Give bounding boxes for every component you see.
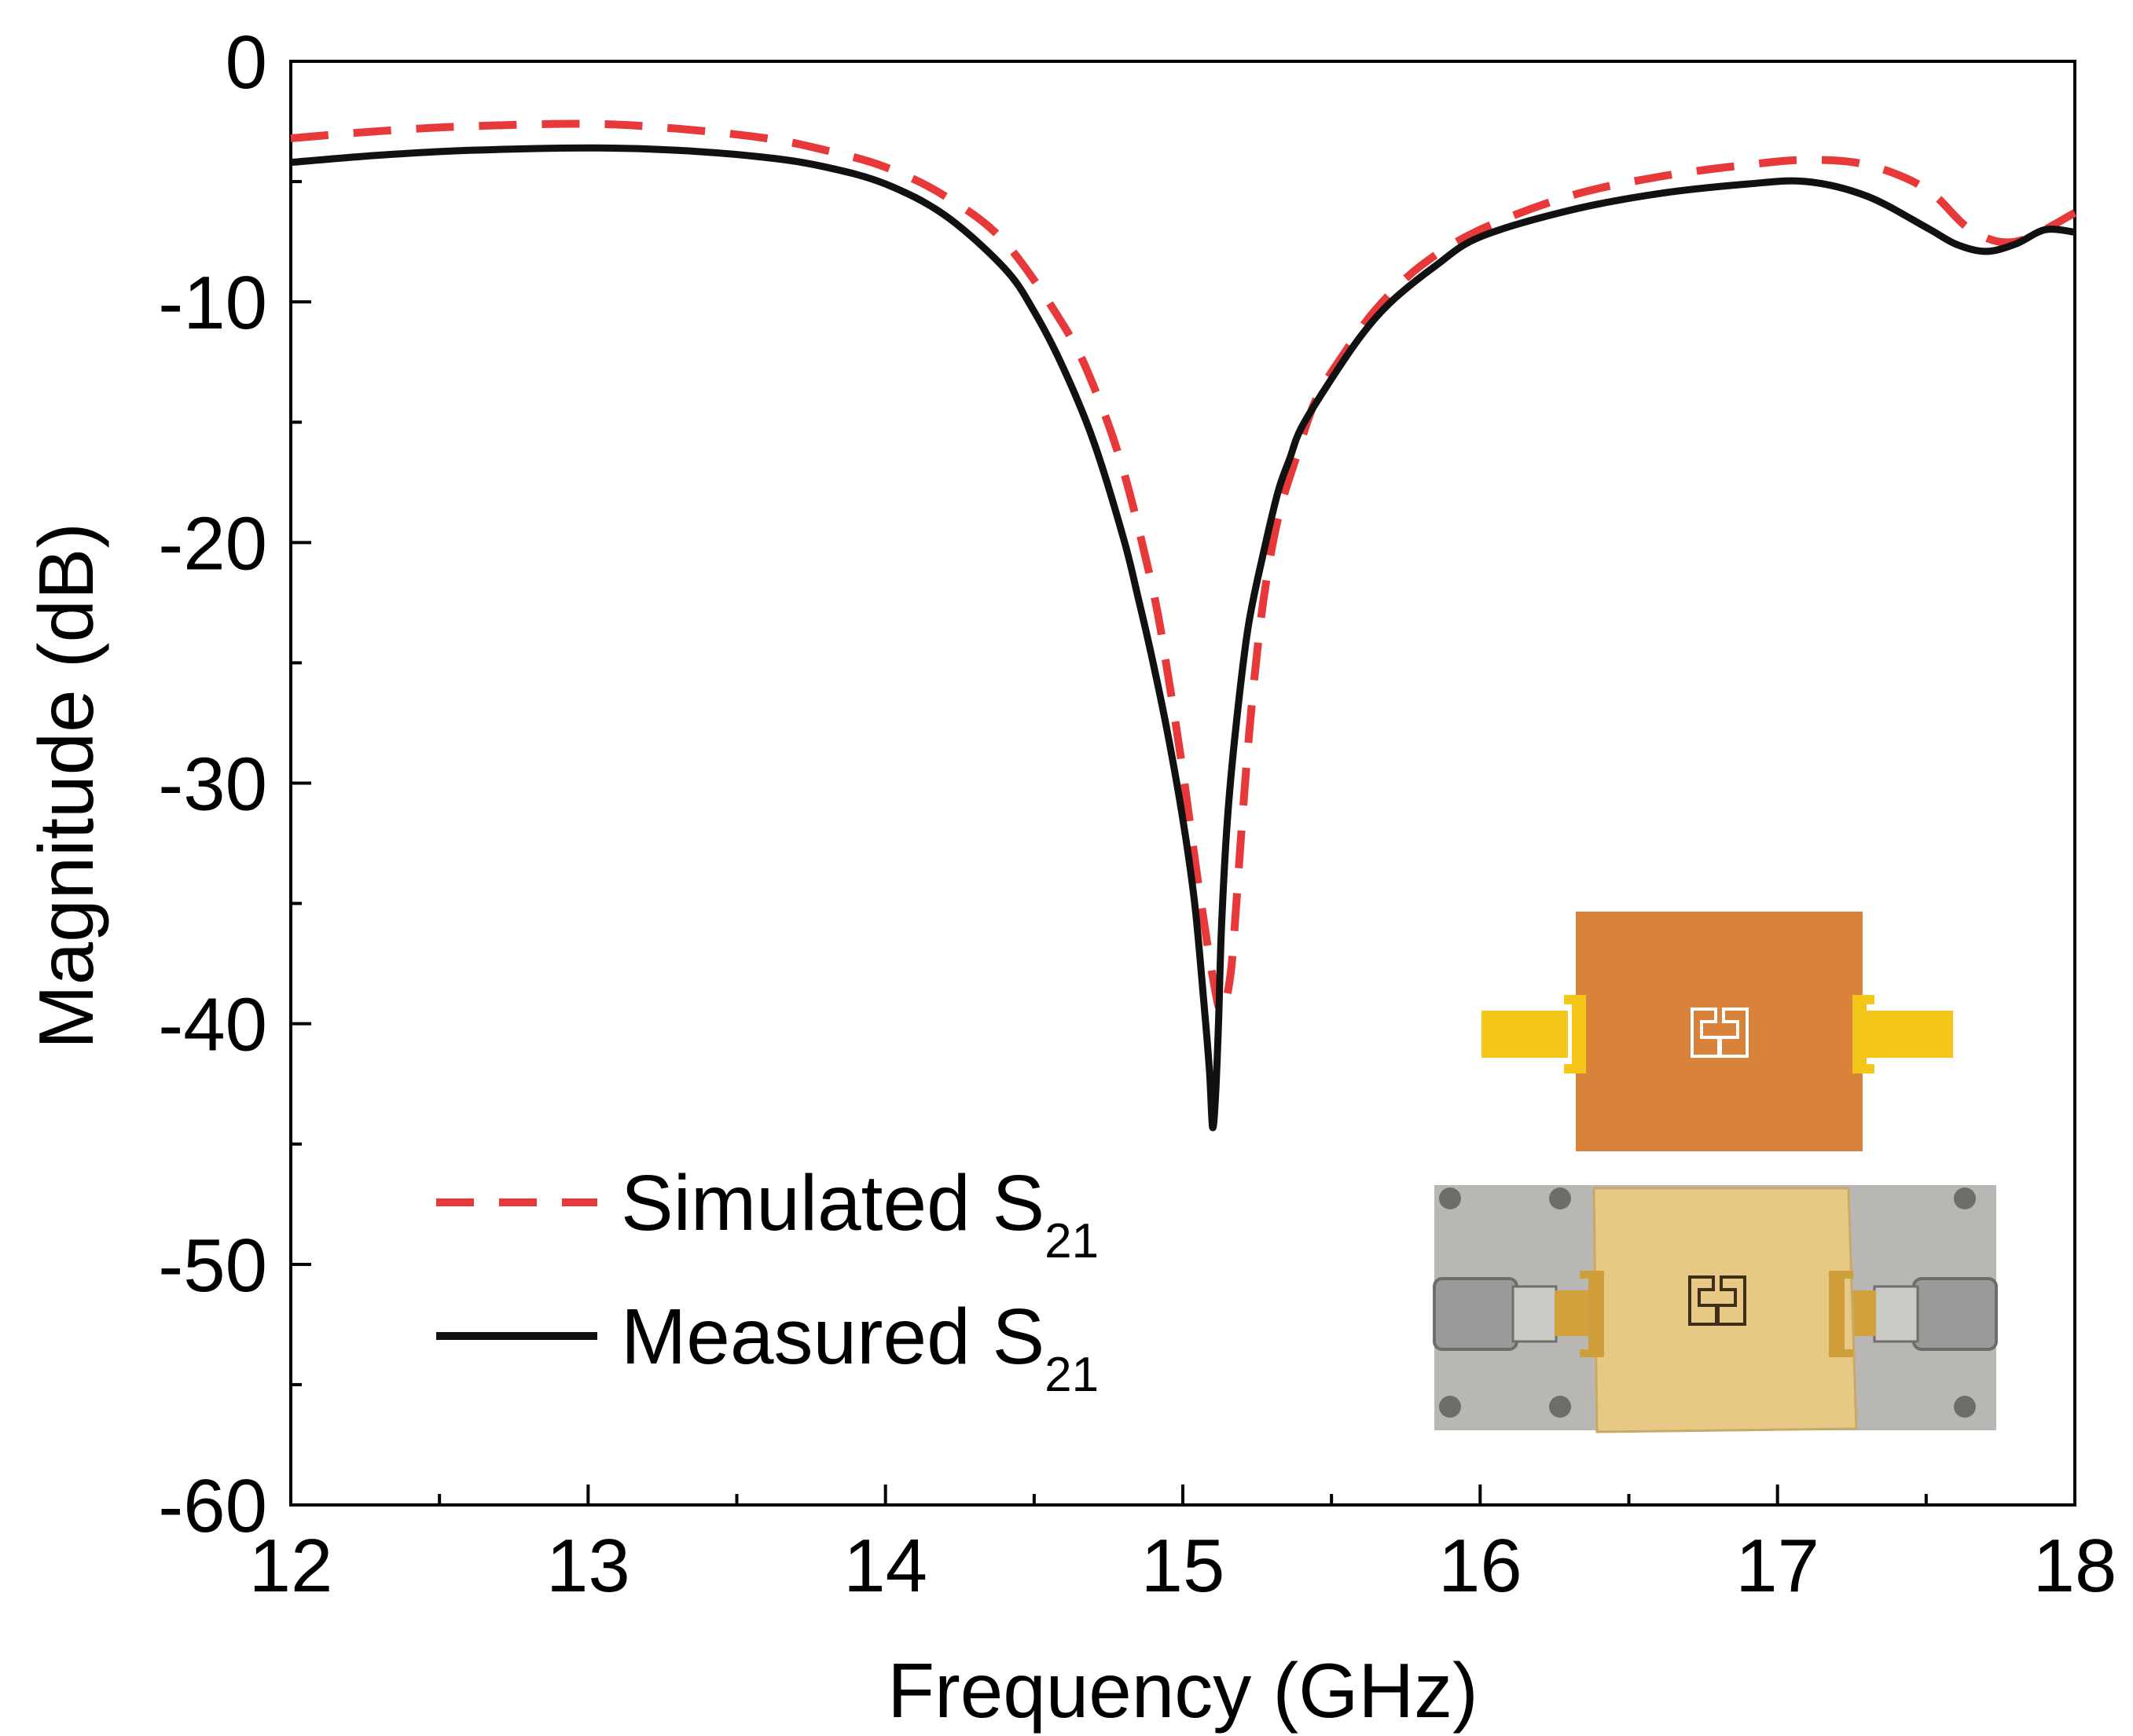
y-axis: 0 -10 -20 -30 -40 -50 -60 [158, 20, 311, 1548]
substrate [1576, 912, 1863, 1151]
x-tick-label: 14 [843, 1524, 927, 1608]
y-tick-label: -30 [158, 743, 267, 827]
y-tick-label: -20 [158, 501, 267, 585]
y-tick-label: -50 [158, 1224, 267, 1308]
series-line-measured [290, 144, 2076, 1132]
feedline-left [1481, 1011, 1568, 1058]
sma-body-left [1433, 1277, 1518, 1351]
legend-label-measured: Measured S21 [621, 1293, 1099, 1402]
sma-nut-left [1511, 1285, 1558, 1343]
resonator-icon [1691, 1007, 1749, 1058]
table-hole [1439, 1396, 1461, 1418]
sma-nut-right [1873, 1285, 1919, 1343]
pcb-resonator-icon [1688, 1275, 1746, 1326]
legend: Simulated S21 Measured S21 [436, 1159, 1099, 1402]
feedline-right [1867, 1011, 1953, 1058]
x-tick-label: 15 [1141, 1524, 1225, 1608]
sma-body-right [1912, 1277, 1998, 1351]
x-tick-label: 16 [1438, 1524, 1522, 1608]
x-axis-title: Frequency (GHz) [887, 1647, 1478, 1734]
pcb-connector-right [1829, 1271, 1853, 1357]
y-tick-label: -40 [158, 983, 267, 1067]
pcb-board [1592, 1187, 1858, 1433]
table-hole [1549, 1396, 1571, 1418]
table-hole [1549, 1187, 1571, 1209]
table-hole [1439, 1187, 1461, 1209]
inset-schematic [1481, 912, 1953, 1151]
pcb-connector-left [1580, 1271, 1604, 1357]
connector-left [1564, 995, 1586, 1074]
table-hole [1954, 1187, 1976, 1209]
x-tick-label: 12 [249, 1524, 333, 1608]
series-line-simulated [290, 119, 2077, 1016]
series-layer [290, 119, 2077, 1132]
y-tick-label: -60 [158, 1464, 267, 1548]
x-tick-label: 18 [2033, 1524, 2117, 1608]
table-hole [1954, 1396, 1976, 1418]
connector-right [1852, 995, 1874, 1074]
legend-label-simulated: Simulated S21 [621, 1159, 1099, 1268]
y-axis-title: Magnitude (dB) [23, 523, 109, 1049]
y-tick-label: 0 [226, 20, 267, 105]
x-tick-label: 17 [1735, 1524, 1819, 1608]
sma-pin-left [1555, 1290, 1590, 1336]
x-tick-label: 13 [546, 1524, 630, 1608]
x-axis: 12 13 14 15 16 17 18 [249, 1485, 2117, 1608]
inset-photo [1433, 1185, 1998, 1433]
y-tick-label: -10 [158, 261, 267, 345]
